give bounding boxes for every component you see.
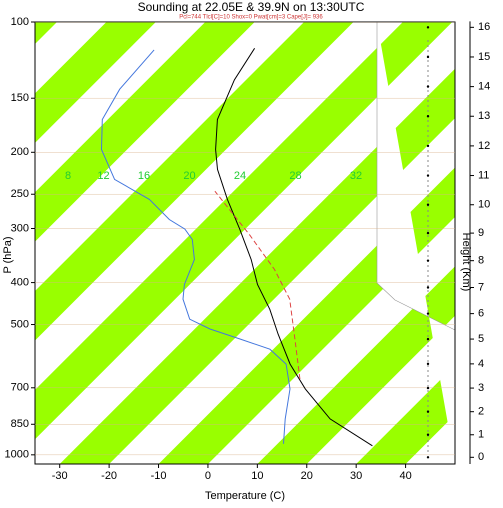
band-label: 12 <box>97 170 109 182</box>
isotherm-band <box>35 22 255 242</box>
wind-level-dot <box>426 85 430 88</box>
isotherm-band <box>257 266 455 464</box>
x-tick-label: 40 <box>399 470 411 482</box>
wind-level-dot <box>426 203 430 206</box>
y-tick-label: 700 <box>11 382 29 394</box>
chart-title: Sounding at 22.05E & 39.9N on 13:30UTC <box>138 0 365 14</box>
y2-tick-label: 16 <box>478 21 490 33</box>
y2-tick-label: 15 <box>478 51 490 63</box>
y-tick-label: 400 <box>11 276 29 288</box>
x-tick-label: -10 <box>151 470 167 482</box>
band-label: 20 <box>183 170 195 182</box>
isotherm-band <box>356 365 455 464</box>
y2-tick-label: 1 <box>478 429 484 441</box>
y2-tick-label: 9 <box>478 227 484 239</box>
wind-level-dot <box>426 174 430 177</box>
wind-level-dot <box>426 55 430 59</box>
wind-level-dot <box>426 337 430 341</box>
y2-tick-label: 8 <box>478 255 484 267</box>
x-axis-label: Temperature (C) <box>205 490 285 502</box>
isotherm-band <box>35 22 453 440</box>
y2-axis-label: Height (Km) <box>460 233 472 292</box>
y2-tick-label: 10 <box>478 199 490 211</box>
y2-tick-label: 12 <box>478 140 490 152</box>
x-tick-label: 30 <box>350 470 362 482</box>
band-label: 8 <box>65 170 71 182</box>
band-label: 24 <box>234 170 246 182</box>
wind-level-dot <box>426 26 430 29</box>
wind-level-dot <box>426 259 430 262</box>
wind-level-dot <box>426 144 430 148</box>
wind-level-dot <box>426 410 430 413</box>
isotherm-band <box>35 22 57 44</box>
y-tick-label: 250 <box>11 188 29 200</box>
x-tick-label: 20 <box>301 470 313 482</box>
x-tick-label: -30 <box>52 470 68 482</box>
wind-level-dot <box>426 115 430 118</box>
profile-line <box>215 48 373 447</box>
y-axis-label: P (hPa) <box>2 236 14 273</box>
wind-level-dot <box>426 231 430 235</box>
wind-level-dot <box>426 386 430 390</box>
y-tick-label: 500 <box>11 318 29 330</box>
y-tick-label: 200 <box>11 146 29 158</box>
y2-tick-label: 5 <box>478 333 484 345</box>
wind-level-dot <box>426 456 430 459</box>
y2-tick-label: 6 <box>478 308 484 320</box>
wind-level-dot <box>426 312 430 315</box>
y2-tick-label: 14 <box>478 81 490 93</box>
band-label: 16 <box>138 170 150 182</box>
wind-level-dot <box>426 286 430 289</box>
y2-tick-label: 3 <box>478 382 484 394</box>
x-tick-label: 0 <box>205 470 211 482</box>
isotherm-band <box>35 22 156 143</box>
chart-subtitle: Pcl=744 Tlcl[C]=10 Shox=0 Pwat[cm]=3 Cap… <box>179 15 323 21</box>
y2-tick-label: 4 <box>478 358 484 370</box>
x-tick-label: -20 <box>101 470 117 482</box>
x-tick-label: 10 <box>251 470 263 482</box>
y-tick-label: 300 <box>11 222 29 234</box>
wind-level-dot <box>426 433 430 436</box>
y2-tick-label: 0 <box>478 451 484 463</box>
profile-line <box>100 49 291 444</box>
wind-level-dot <box>426 362 430 366</box>
isotherm-band <box>35 22 354 341</box>
y2-tick-label: 7 <box>478 281 484 293</box>
band-label: 28 <box>289 170 301 182</box>
band-label: 32 <box>350 170 362 182</box>
profile-line <box>214 190 301 380</box>
y2-tick-label: 2 <box>478 406 484 418</box>
y2-tick-label: 11 <box>478 169 489 181</box>
y2-tick-label: 13 <box>478 110 490 122</box>
y-tick-label: 100 <box>11 16 29 28</box>
y-tick-label: 1000 <box>5 449 29 461</box>
y-tick-label: 150 <box>11 92 29 104</box>
y-tick-label: 850 <box>11 418 29 430</box>
isotherm-band <box>59 68 455 464</box>
